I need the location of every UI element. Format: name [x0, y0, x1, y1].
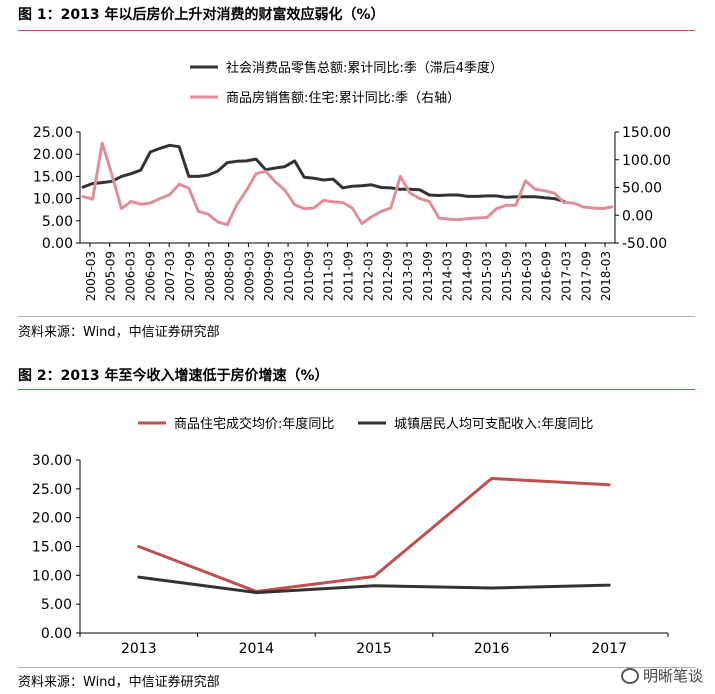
legend-label-0: 社会消费品零售总额:累计同比:季（滞后4季度） [226, 60, 503, 76]
figure1-title: 图 1：2013 年以后房价上升对消费的财富效应弱化（%） [18, 7, 385, 23]
x-tick-label: 2016-09 [540, 251, 554, 301]
x-tick-label: 2013-09 [421, 251, 435, 301]
x-tick-label: 2014 [239, 641, 275, 657]
y-left-tick-label: 15.00 [33, 169, 73, 185]
x-tick-label: 2015-09 [500, 251, 514, 301]
x-tick-label: 2013 [121, 641, 157, 657]
y-left-tick-label: 0.00 [42, 236, 73, 252]
x-tick-label: 2006-03 [124, 251, 138, 301]
y-right-tick-label: 100.00 [622, 153, 671, 169]
y-left-tick-label: 5.00 [42, 214, 73, 230]
legend-label-1: 城镇居民人均可支配收入:年度同比 [394, 416, 593, 432]
figure1-source-rule [18, 316, 695, 317]
y-tick-label: 10.00 [32, 568, 72, 584]
y-right-tick-label: 150.00 [622, 125, 671, 141]
y-tick-label: 30.00 [32, 453, 72, 469]
legend-label-0: 商品住宅成交均价:年度同比 [174, 416, 334, 432]
chart1: 社会消费品零售总额:累计同比:季（滞后4季度） 商品房销售额:住宅:累计同比:季（… [33, 60, 671, 301]
x-tick-label: 2014-03 [441, 251, 455, 301]
x-tick-label: 2007-03 [163, 251, 177, 301]
series-line-1 [137, 575, 611, 595]
x-tick-label: 2006-09 [143, 251, 157, 301]
figure1-title-rule [18, 30, 695, 31]
y-left-tick-label: 10.00 [33, 192, 73, 208]
x-tick-label: 2017-03 [559, 251, 573, 301]
x-tick-label: 2013-03 [401, 251, 415, 301]
series-line-0 [81, 143, 566, 203]
x-tick-label: 2014-09 [460, 251, 474, 301]
series-line-1 [81, 141, 614, 227]
x-tick-label: 2016 [474, 641, 510, 657]
x-tick-label: 2015 [356, 641, 392, 657]
chart2: 商品住宅成交均价:年度同比 城镇居民人均可支配收入:年度同比 0.00 5.00 10.… [32, 416, 669, 657]
watermark-text: 明晰笔谈 [642, 667, 703, 685]
x-tick-label: 2009-03 [242, 251, 256, 301]
x-tick-label: 2017-09 [579, 251, 593, 301]
x-tick-label: 2016-03 [520, 251, 534, 301]
x-tick-label: 2007-09 [183, 251, 197, 301]
y-tick-label: 15.00 [32, 540, 72, 556]
x-tick-label: 2005-03 [84, 251, 98, 301]
series-line-0 [137, 477, 611, 593]
watermark: 明晰笔谈 [620, 665, 703, 686]
figure1-source: 资料来源：Wind，中信证券研究部 [18, 325, 220, 340]
x-tick-label: 2015-03 [480, 251, 494, 301]
x-tick-label: 2011-03 [322, 251, 336, 301]
x-tick-label: 2008-03 [203, 251, 217, 301]
y-tick-label: 5.00 [41, 597, 72, 613]
y-right-tick-label: -50.00 [622, 236, 667, 252]
y-left-tick-label: 20.00 [33, 147, 73, 163]
x-tick-label: 2008-09 [223, 251, 237, 301]
x-tick-label: 2010-09 [302, 251, 316, 301]
x-tick-label: 2011-09 [342, 251, 356, 301]
y-tick-label: 25.00 [32, 482, 72, 498]
figure2-title: 图 2：2013 年至今收入增速低于房价增速（%） [18, 368, 329, 384]
x-tick-label: 2005-09 [104, 251, 118, 301]
x-tick-label: 2018-03 [599, 251, 613, 301]
x-tick-label: 2012-03 [361, 251, 375, 301]
y-right-tick-label: 50.00 [622, 181, 662, 197]
x-tick-label: 2010-03 [282, 251, 296, 301]
legend-label-1: 商品房销售额:住宅:累计同比:季（右轴） [226, 90, 460, 106]
figure2-source-rule [18, 667, 695, 668]
figure2-title-rule [18, 389, 695, 390]
y-tick-label: 20.00 [32, 511, 72, 527]
y-left-tick-label: 25.00 [33, 125, 73, 141]
y-right-tick-label: 0.00 [622, 208, 653, 224]
wechat-icon [620, 667, 639, 684]
x-tick-label: 2009-09 [262, 251, 276, 301]
y-tick-label: 0.00 [41, 626, 72, 642]
x-tick-label: 2017 [591, 641, 627, 657]
x-tick-label: 2012-09 [381, 251, 395, 301]
figure2-source: 资料来源：Wind，中信证券研究部 [18, 675, 220, 690]
